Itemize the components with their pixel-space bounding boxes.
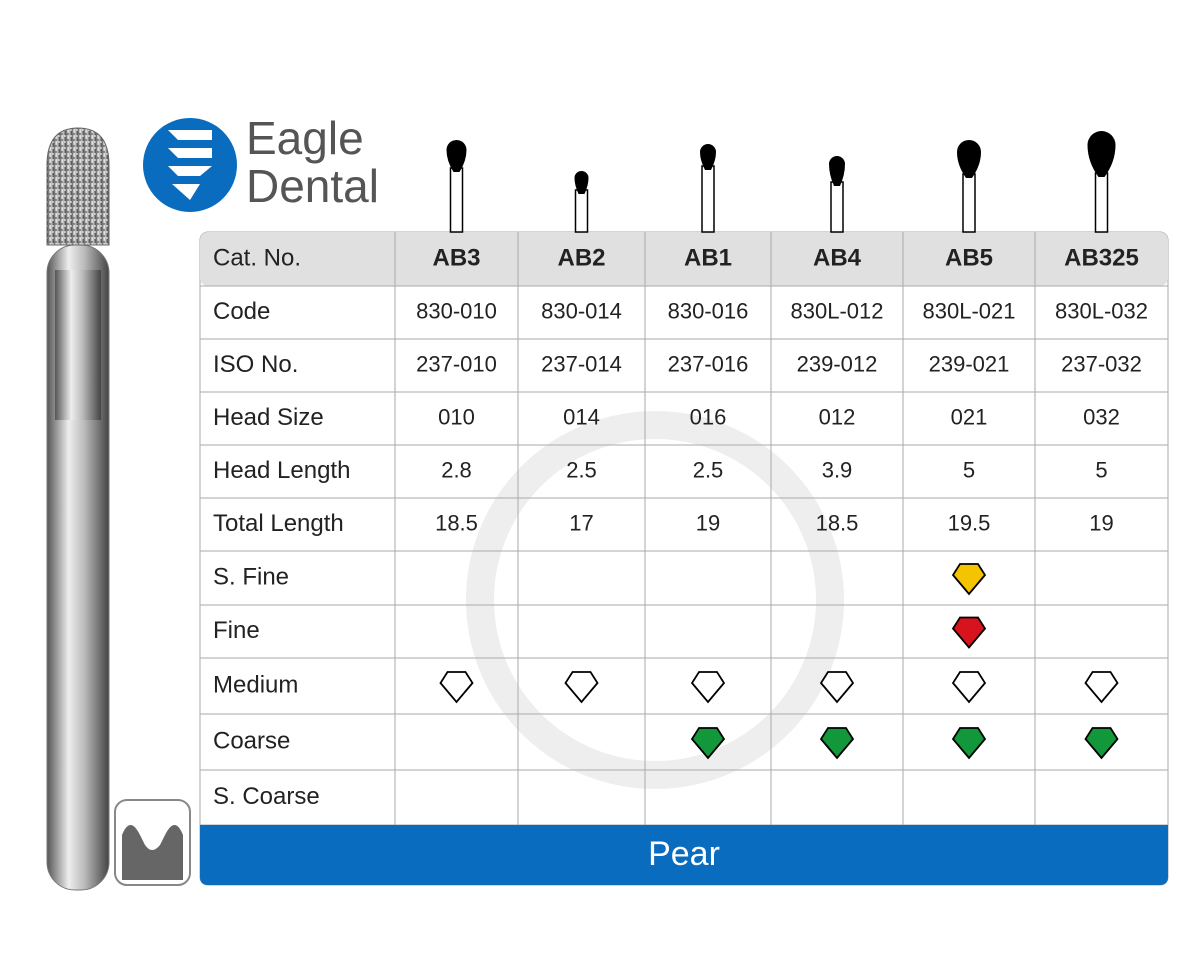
- grit-marker: [819, 727, 855, 760]
- bur-illustration: [46, 127, 110, 891]
- grit-marker: [1084, 671, 1119, 704]
- cell: 19.5: [948, 510, 991, 535]
- brand-line1: Eagle: [246, 112, 364, 164]
- cell: 18.5: [435, 510, 478, 535]
- cell: 032: [1083, 404, 1120, 429]
- shape-icon: [114, 799, 191, 886]
- row-label: Total Length: [213, 510, 344, 537]
- grit-marker: [951, 563, 987, 596]
- grit-marker: [1084, 727, 1119, 760]
- table-frame: [199, 231, 1169, 886]
- cell: 239-021: [929, 351, 1010, 376]
- header-cell: AB325: [1064, 244, 1139, 271]
- cell: 5: [1095, 457, 1107, 482]
- header-cell: AB3: [432, 244, 480, 271]
- footer-title: Pear: [648, 835, 720, 873]
- logo: Eagle Dental: [143, 112, 379, 212]
- grit-marker: [951, 727, 987, 760]
- cell: 830L-021: [923, 298, 1016, 323]
- cell: 239-012: [797, 351, 878, 376]
- cell: 830L-012: [791, 298, 884, 323]
- cell: 5: [963, 457, 975, 482]
- bur-shank: [701, 165, 715, 233]
- watermark: [466, 411, 844, 789]
- bur-shank: [962, 173, 976, 233]
- bur-shank: [830, 181, 844, 233]
- footer-bar: [200, 825, 1168, 885]
- cell: 17: [569, 510, 593, 535]
- bur-head: [700, 144, 716, 170]
- header-cell: AB5: [945, 244, 993, 271]
- cell: 237-016: [668, 351, 749, 376]
- brand-line2: Dental: [246, 160, 379, 212]
- row-label: Medium: [213, 671, 298, 698]
- bur-head: [957, 140, 981, 178]
- cell: 021: [951, 404, 988, 429]
- cell: 237-032: [1061, 351, 1142, 376]
- bur-shank: [1094, 172, 1109, 233]
- header-cell: AB4: [813, 244, 862, 271]
- row-label: Coarse: [213, 727, 290, 754]
- header-label: Cat. No.: [213, 244, 301, 271]
- row-label: ISO No.: [213, 351, 298, 378]
- header-cell: AB2: [557, 244, 605, 271]
- row-label: Fine: [213, 617, 260, 644]
- cell: 2.5: [566, 457, 597, 482]
- row-label: Head Size: [213, 404, 324, 431]
- cell: 237-014: [541, 351, 622, 376]
- cell: 19: [696, 510, 720, 535]
- row-label: Head Length: [213, 457, 350, 484]
- grit-marker: [564, 671, 599, 704]
- cell: 830-016: [668, 298, 749, 323]
- bur-shank: [449, 167, 464, 233]
- bur-head: [1087, 131, 1116, 177]
- bur-head: [829, 156, 845, 186]
- cell: 237-010: [416, 351, 497, 376]
- cell: 016: [690, 404, 727, 429]
- cell: 830L-032: [1055, 298, 1148, 323]
- row-label: S. Fine: [213, 563, 289, 590]
- cell: 010: [438, 404, 475, 429]
- cell: 014: [563, 404, 600, 429]
- cell: 2.8: [441, 457, 472, 482]
- bur-head: [446, 140, 467, 172]
- grit-marker: [690, 671, 726, 704]
- grit-marker: [439, 671, 474, 704]
- header-bg: [200, 232, 1168, 286]
- grit-marker: [819, 671, 855, 704]
- bur-shank: [574, 189, 589, 233]
- cell: 18.5: [816, 510, 859, 535]
- grit-marker: [951, 671, 987, 704]
- cell: 012: [819, 404, 856, 429]
- cell: 2.5: [693, 457, 724, 482]
- cell: 830-014: [541, 298, 622, 323]
- cell: 830-010: [416, 298, 497, 323]
- grit-marker: [690, 727, 726, 760]
- header-cell: AB1: [684, 244, 732, 271]
- bur-head: [574, 171, 589, 194]
- row-label: Code: [213, 298, 270, 325]
- grit-marker: [951, 616, 987, 649]
- cell: 3.9: [822, 457, 853, 482]
- cell: 19: [1089, 510, 1113, 535]
- row-label: S. Coarse: [213, 783, 320, 810]
